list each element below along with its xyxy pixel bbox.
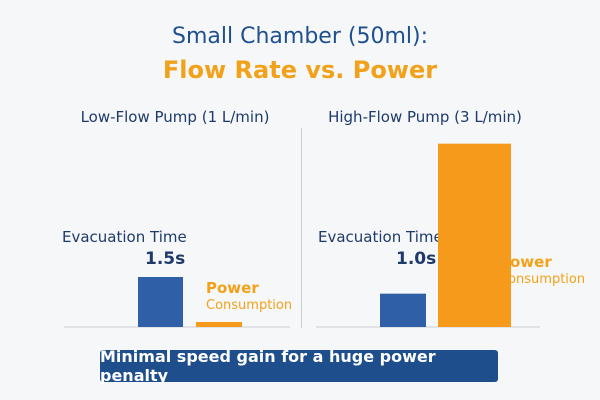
panel-title-low-flow: Low-Flow Pump (1 L/min) bbox=[80, 108, 270, 126]
high-evacuation-time-value: 1.0s bbox=[396, 249, 437, 269]
low-evacuation-time-label: Evacuation Time bbox=[62, 228, 187, 246]
panel-divider bbox=[301, 128, 302, 328]
high-power-consumption-bar bbox=[438, 143, 511, 327]
low-power-label-line1: Power bbox=[206, 279, 259, 297]
high-power-label-line2: Consumption bbox=[499, 272, 586, 287]
low-power-consumption-bar bbox=[196, 322, 242, 327]
panel-title-high-flow: High-Flow Pump (3 L/min) bbox=[328, 108, 522, 126]
low-power-consumption-label: Power Consumption bbox=[206, 280, 292, 314]
low-evacuation-time-value: 1.5s bbox=[145, 249, 186, 269]
high-power-label-line1: Power bbox=[499, 253, 552, 271]
high-power-consumption-label: Power Consumption bbox=[499, 254, 585, 288]
conclusion-banner: Minimal speed gain for a huge power pena… bbox=[100, 347, 498, 385]
high-evacuation-time-label: Evacuation Time bbox=[318, 228, 443, 246]
title-line-1: Small Chamber (50ml): bbox=[172, 24, 428, 49]
high-evacuation-time-bar bbox=[380, 293, 426, 327]
low-evacuation-time-bar bbox=[138, 277, 183, 327]
low-power-label-line2: Consumption bbox=[206, 298, 293, 313]
title-line-2: Flow Rate vs. Power bbox=[162, 56, 438, 84]
